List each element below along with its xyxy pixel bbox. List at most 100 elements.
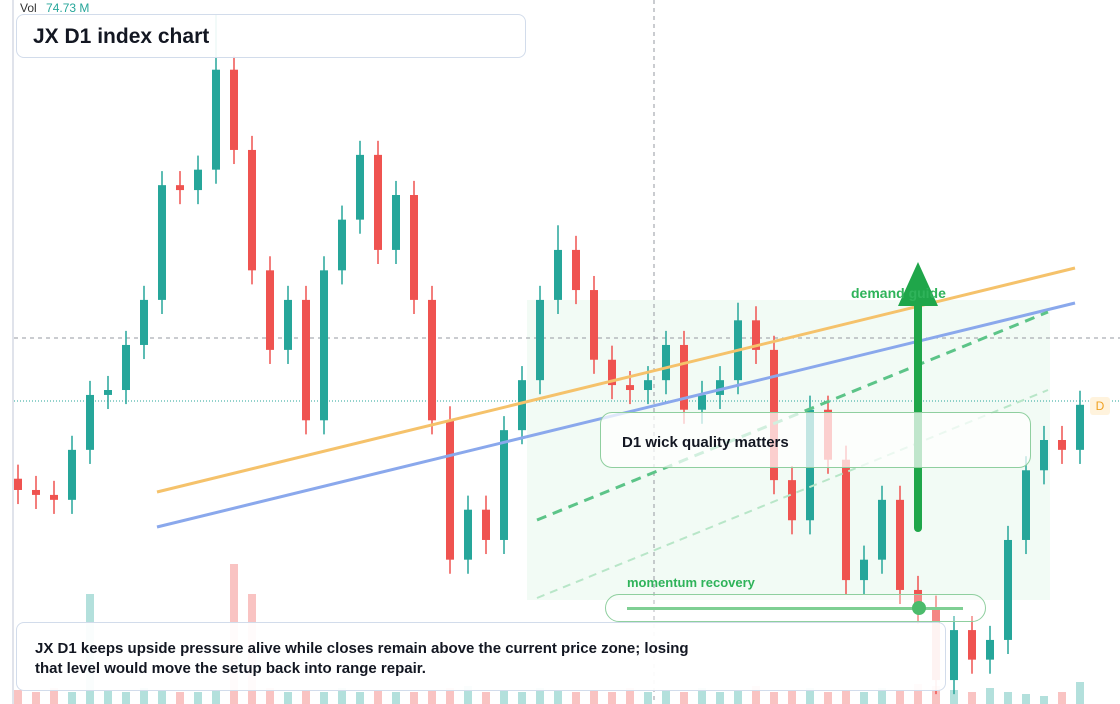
volume-bar (536, 688, 544, 704)
volume-bar (1004, 692, 1012, 704)
candle-body (608, 359, 616, 386)
candle-body (266, 270, 274, 350)
volume-bar (500, 690, 508, 704)
volume-bar (194, 692, 202, 704)
vol-value: 74.73 M (46, 1, 90, 15)
candle-body (788, 480, 796, 521)
vol-label: Vol 74.73 M (20, 1, 89, 15)
candle-body (1004, 539, 1012, 640)
volume-bar (752, 686, 760, 704)
volume-bar (590, 690, 598, 704)
chart-title: JX D1 index chart (33, 25, 210, 48)
badge: D (1090, 397, 1110, 415)
candle-body (104, 390, 112, 395)
candle-body (194, 169, 202, 191)
candle-body (986, 639, 994, 660)
candle-body (1022, 470, 1030, 540)
candle-body (410, 195, 418, 300)
volume-bar (842, 690, 850, 704)
candle-body (644, 380, 652, 391)
candle-body (14, 478, 22, 490)
candle-body (572, 249, 580, 291)
candle-body (230, 69, 238, 150)
candle-body (1076, 404, 1084, 450)
candle-body (356, 154, 364, 220)
volume-bar (824, 692, 832, 704)
volume-bar (950, 690, 958, 704)
candle-body (464, 509, 472, 560)
volume-bar (896, 690, 904, 704)
candle-body (518, 380, 526, 431)
candle-body (374, 154, 382, 250)
candle-body (662, 344, 670, 381)
candle-body (896, 499, 904, 590)
volume-bar (356, 692, 364, 704)
demand-label: demand guide (851, 285, 946, 301)
volume-bar (968, 692, 976, 704)
candle-body (1058, 440, 1066, 450)
volume-bar (302, 690, 310, 704)
volume-bar (158, 690, 166, 704)
summary-box: JX D1 keeps upside pressure alive while … (16, 622, 946, 691)
candle-body (1040, 440, 1048, 471)
volume-bar (1076, 682, 1084, 704)
candle-body (554, 249, 562, 300)
candle-body (590, 290, 598, 360)
candle-body (752, 320, 760, 350)
volume-bar (554, 690, 562, 704)
volume-bar (788, 690, 796, 704)
candle-body (50, 494, 58, 500)
momentum-track (627, 607, 963, 610)
candle-body (320, 270, 328, 421)
volume-bar (1040, 696, 1048, 704)
momentum-pill (605, 594, 986, 622)
volume-bar (14, 690, 22, 704)
candle-body (842, 459, 850, 581)
candle-body (680, 344, 688, 410)
wick-label: D1 wick quality matters (622, 434, 789, 451)
candle-body (176, 185, 184, 191)
candle-body (302, 299, 310, 421)
volume-bar (392, 692, 400, 704)
candle-body (446, 420, 454, 560)
volume-bar (932, 686, 940, 704)
volume-bar (68, 692, 76, 704)
volume-bar (1022, 694, 1030, 704)
arrow-head (898, 262, 938, 306)
volume-bar (644, 692, 652, 704)
candle-body (860, 559, 868, 581)
volume-bar (608, 692, 616, 704)
candle-body (338, 219, 346, 271)
volume-bar (860, 692, 868, 704)
candle-body (248, 149, 256, 271)
volume-bar (734, 690, 742, 704)
volume-bar (878, 688, 886, 704)
candle-body (500, 430, 508, 540)
volume-bar (410, 692, 418, 704)
candle-body (158, 185, 166, 300)
title-box: JX D1 index chart (16, 14, 526, 58)
volume-bar (32, 692, 40, 704)
volume-bar (212, 690, 220, 704)
volume-bar (104, 690, 112, 704)
volume-bar (698, 688, 706, 704)
volume-bar (374, 690, 382, 704)
candle-body (68, 449, 76, 500)
candle-body (536, 299, 544, 381)
candle-body (878, 499, 886, 560)
volume-bar (428, 690, 436, 704)
wick-box: D1 wick quality matters (600, 412, 1031, 468)
volume-bar (662, 690, 670, 704)
volume-bar (266, 688, 274, 704)
summary-text: JX D1 keeps upside pressure alive while … (35, 640, 689, 677)
volume-bar (770, 692, 778, 704)
volume-bar (50, 688, 58, 704)
volume-bar (572, 692, 580, 704)
candle-body (950, 630, 958, 681)
volume-bar (914, 684, 922, 704)
volume-bar (806, 688, 814, 704)
candle-body (284, 299, 292, 350)
candle-body (392, 195, 400, 250)
candle-body (482, 509, 490, 540)
